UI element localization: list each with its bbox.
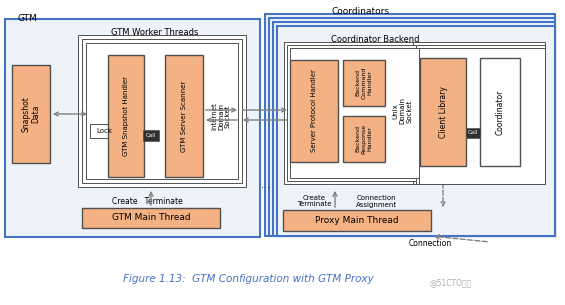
Bar — [82, 39, 242, 183]
Bar — [165, 55, 203, 177]
Text: Coordinator Backend: Coordinator Backend — [331, 35, 419, 44]
Bar — [466, 128, 480, 138]
Bar — [108, 55, 144, 177]
Bar — [269, 18, 555, 236]
Text: Snapshot
Data: Snapshot Data — [21, 96, 41, 132]
Text: Backend
Response
Handler: Backend Response Handler — [356, 124, 372, 154]
Text: GTM: GTM — [18, 14, 38, 23]
Bar — [290, 48, 426, 178]
Bar — [343, 116, 385, 162]
Text: Connection: Connection — [408, 239, 451, 247]
Bar — [416, 45, 545, 184]
Text: Server Protocol Handler: Server Protocol Handler — [311, 70, 317, 152]
Text: Client Library: Client Library — [438, 86, 447, 138]
Bar — [287, 45, 429, 181]
Bar — [283, 210, 431, 231]
Bar — [78, 35, 246, 187]
Text: Call: Call — [146, 133, 156, 138]
Text: @51CTO博客: @51CTO博客 — [430, 278, 472, 288]
Bar — [90, 124, 118, 138]
Text: Internet
Domain
Socket: Internet Domain Socket — [211, 102, 231, 130]
Text: Call: Call — [468, 131, 478, 135]
Bar — [265, 14, 555, 236]
Text: Lock: Lock — [96, 128, 112, 134]
Bar — [143, 130, 159, 141]
Bar — [12, 65, 50, 163]
Bar — [480, 58, 520, 166]
Text: Connection
Assignment: Connection Assignment — [355, 195, 397, 207]
Text: Create
Terminate: Create Terminate — [297, 195, 331, 207]
Bar — [273, 22, 555, 236]
Text: GTM Main Thread: GTM Main Thread — [112, 214, 190, 223]
Bar — [82, 208, 220, 228]
Bar — [284, 42, 432, 184]
Text: GTM Server Scanner: GTM Server Scanner — [181, 81, 187, 152]
Text: Create   Terminate: Create Terminate — [112, 196, 182, 206]
Text: Backend
Command
Handler: Backend Command Handler — [356, 67, 372, 99]
Bar — [419, 48, 545, 184]
Text: Coordinators: Coordinators — [331, 7, 389, 16]
Text: GTM Worker Threads: GTM Worker Threads — [111, 28, 199, 37]
Bar — [290, 60, 338, 162]
Bar — [343, 60, 385, 106]
Bar — [5, 19, 260, 237]
Text: . .: . . — [262, 180, 271, 190]
Text: Unix
Domain
Socket: Unix Domain Socket — [392, 98, 412, 124]
Bar — [277, 26, 555, 236]
Text: Proxy Main Thread: Proxy Main Thread — [315, 216, 399, 225]
Text: GTM Snapshot Handler: GTM Snapshot Handler — [123, 76, 129, 156]
Text: Figure 1.13:  GTM Configuration with GTM Proxy: Figure 1.13: GTM Configuration with GTM … — [123, 274, 373, 284]
Bar — [420, 58, 466, 166]
Bar — [86, 43, 238, 179]
Text: Coordinator: Coordinator — [496, 89, 505, 135]
Bar — [413, 42, 545, 184]
